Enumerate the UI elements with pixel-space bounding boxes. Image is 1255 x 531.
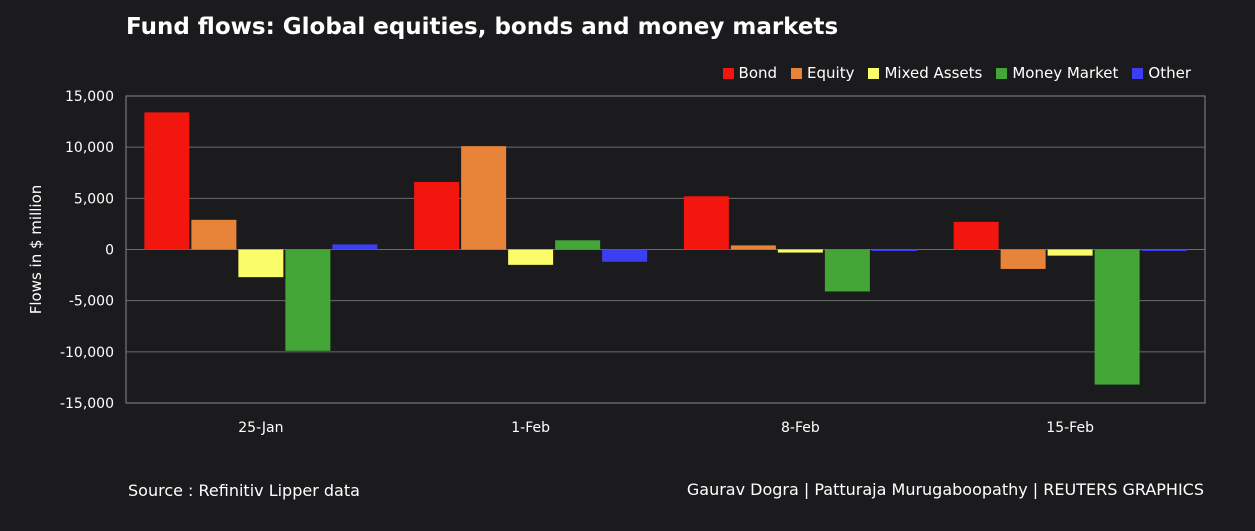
legend-label: Mixed Assets: [884, 64, 983, 82]
bar-bond-15-feb: [953, 221, 999, 250]
y-tick-label: -15,000: [60, 396, 114, 412]
chart-legend: Bond Equity Mixed Assets Money Market Other: [722, 64, 1191, 82]
credit-line: Gaurav Dogra | Patturaja Murugaboopathy …: [686, 480, 1204, 499]
legend-swatch: [1132, 67, 1144, 79]
legend-label: Bond: [738, 64, 778, 82]
source-note: Source : Refinitiv Lipper data: [128, 481, 360, 500]
legend-swatch: [722, 67, 734, 79]
y-tick-label: 10,000: [65, 140, 114, 156]
x-tick-label: 25-Jan: [238, 420, 283, 436]
bar-money-market-25-jan: [285, 249, 331, 351]
legend-item-equity: Equity: [791, 64, 854, 82]
y-tick-label: -5,000: [69, 294, 114, 310]
legend-swatch: [868, 67, 880, 79]
plot-frame: [125, 95, 1206, 404]
bar-equity-1-feb: [461, 146, 507, 250]
x-tick-label: 1-Feb: [511, 420, 550, 436]
y-tick-label: 0: [105, 243, 114, 259]
axes: [125, 95, 1206, 404]
legend-item-bond: Bond: [722, 64, 778, 82]
bar-money-market-1-feb: [555, 240, 601, 250]
legend-label: Money Market: [1012, 64, 1119, 82]
y-axis-title: Flows in $ million: [27, 185, 45, 315]
bar-money-market-8-feb: [824, 249, 870, 292]
legend-item-mixed-assets: Mixed Assets: [868, 64, 982, 82]
bar-equity-8-feb: [730, 245, 776, 250]
y-tick-label: 5,000: [74, 191, 114, 207]
bars: [144, 112, 1187, 385]
bar-other-25-jan: [332, 244, 378, 250]
legend-item-money-market: Money Market: [996, 64, 1118, 82]
bar-other-8-feb: [871, 249, 917, 251]
bar-other-15-feb: [1141, 249, 1187, 251]
bar-bond-8-feb: [683, 196, 729, 250]
bar-other-1-feb: [602, 249, 648, 262]
bar-mixed-assets-25-jan: [238, 249, 284, 278]
legend-label: Equity: [807, 64, 855, 82]
axis-labels: 15,000 10,000 5,000 0 -5,000 -10,000 -15,000 Fl…: [27, 89, 1094, 436]
legend-item-other: Other: [1132, 64, 1191, 82]
bar-bond-25-jan: [144, 112, 190, 250]
legend-label: Other: [1148, 64, 1191, 82]
bar-mixed-assets-1-feb: [508, 249, 554, 265]
x-tick-label: 15-Feb: [1046, 420, 1094, 436]
y-tick-label: -10,000: [60, 345, 114, 361]
bar-equity-25-jan: [191, 219, 237, 250]
x-tick-label: 8-Feb: [781, 420, 820, 436]
bar-bond-1-feb: [414, 181, 460, 250]
legend-swatch: [996, 67, 1008, 79]
chart-title: Fund flows: Global equities, bonds and m…: [126, 14, 839, 40]
legend-swatch: [791, 67, 803, 79]
bar-mixed-assets-15-feb: [1047, 249, 1093, 256]
bar-equity-15-feb: [1000, 249, 1046, 269]
bar-money-market-15-feb: [1094, 249, 1140, 385]
bar-mixed-assets-8-feb: [777, 249, 823, 253]
y-tick-label: 15,000: [65, 89, 114, 105]
